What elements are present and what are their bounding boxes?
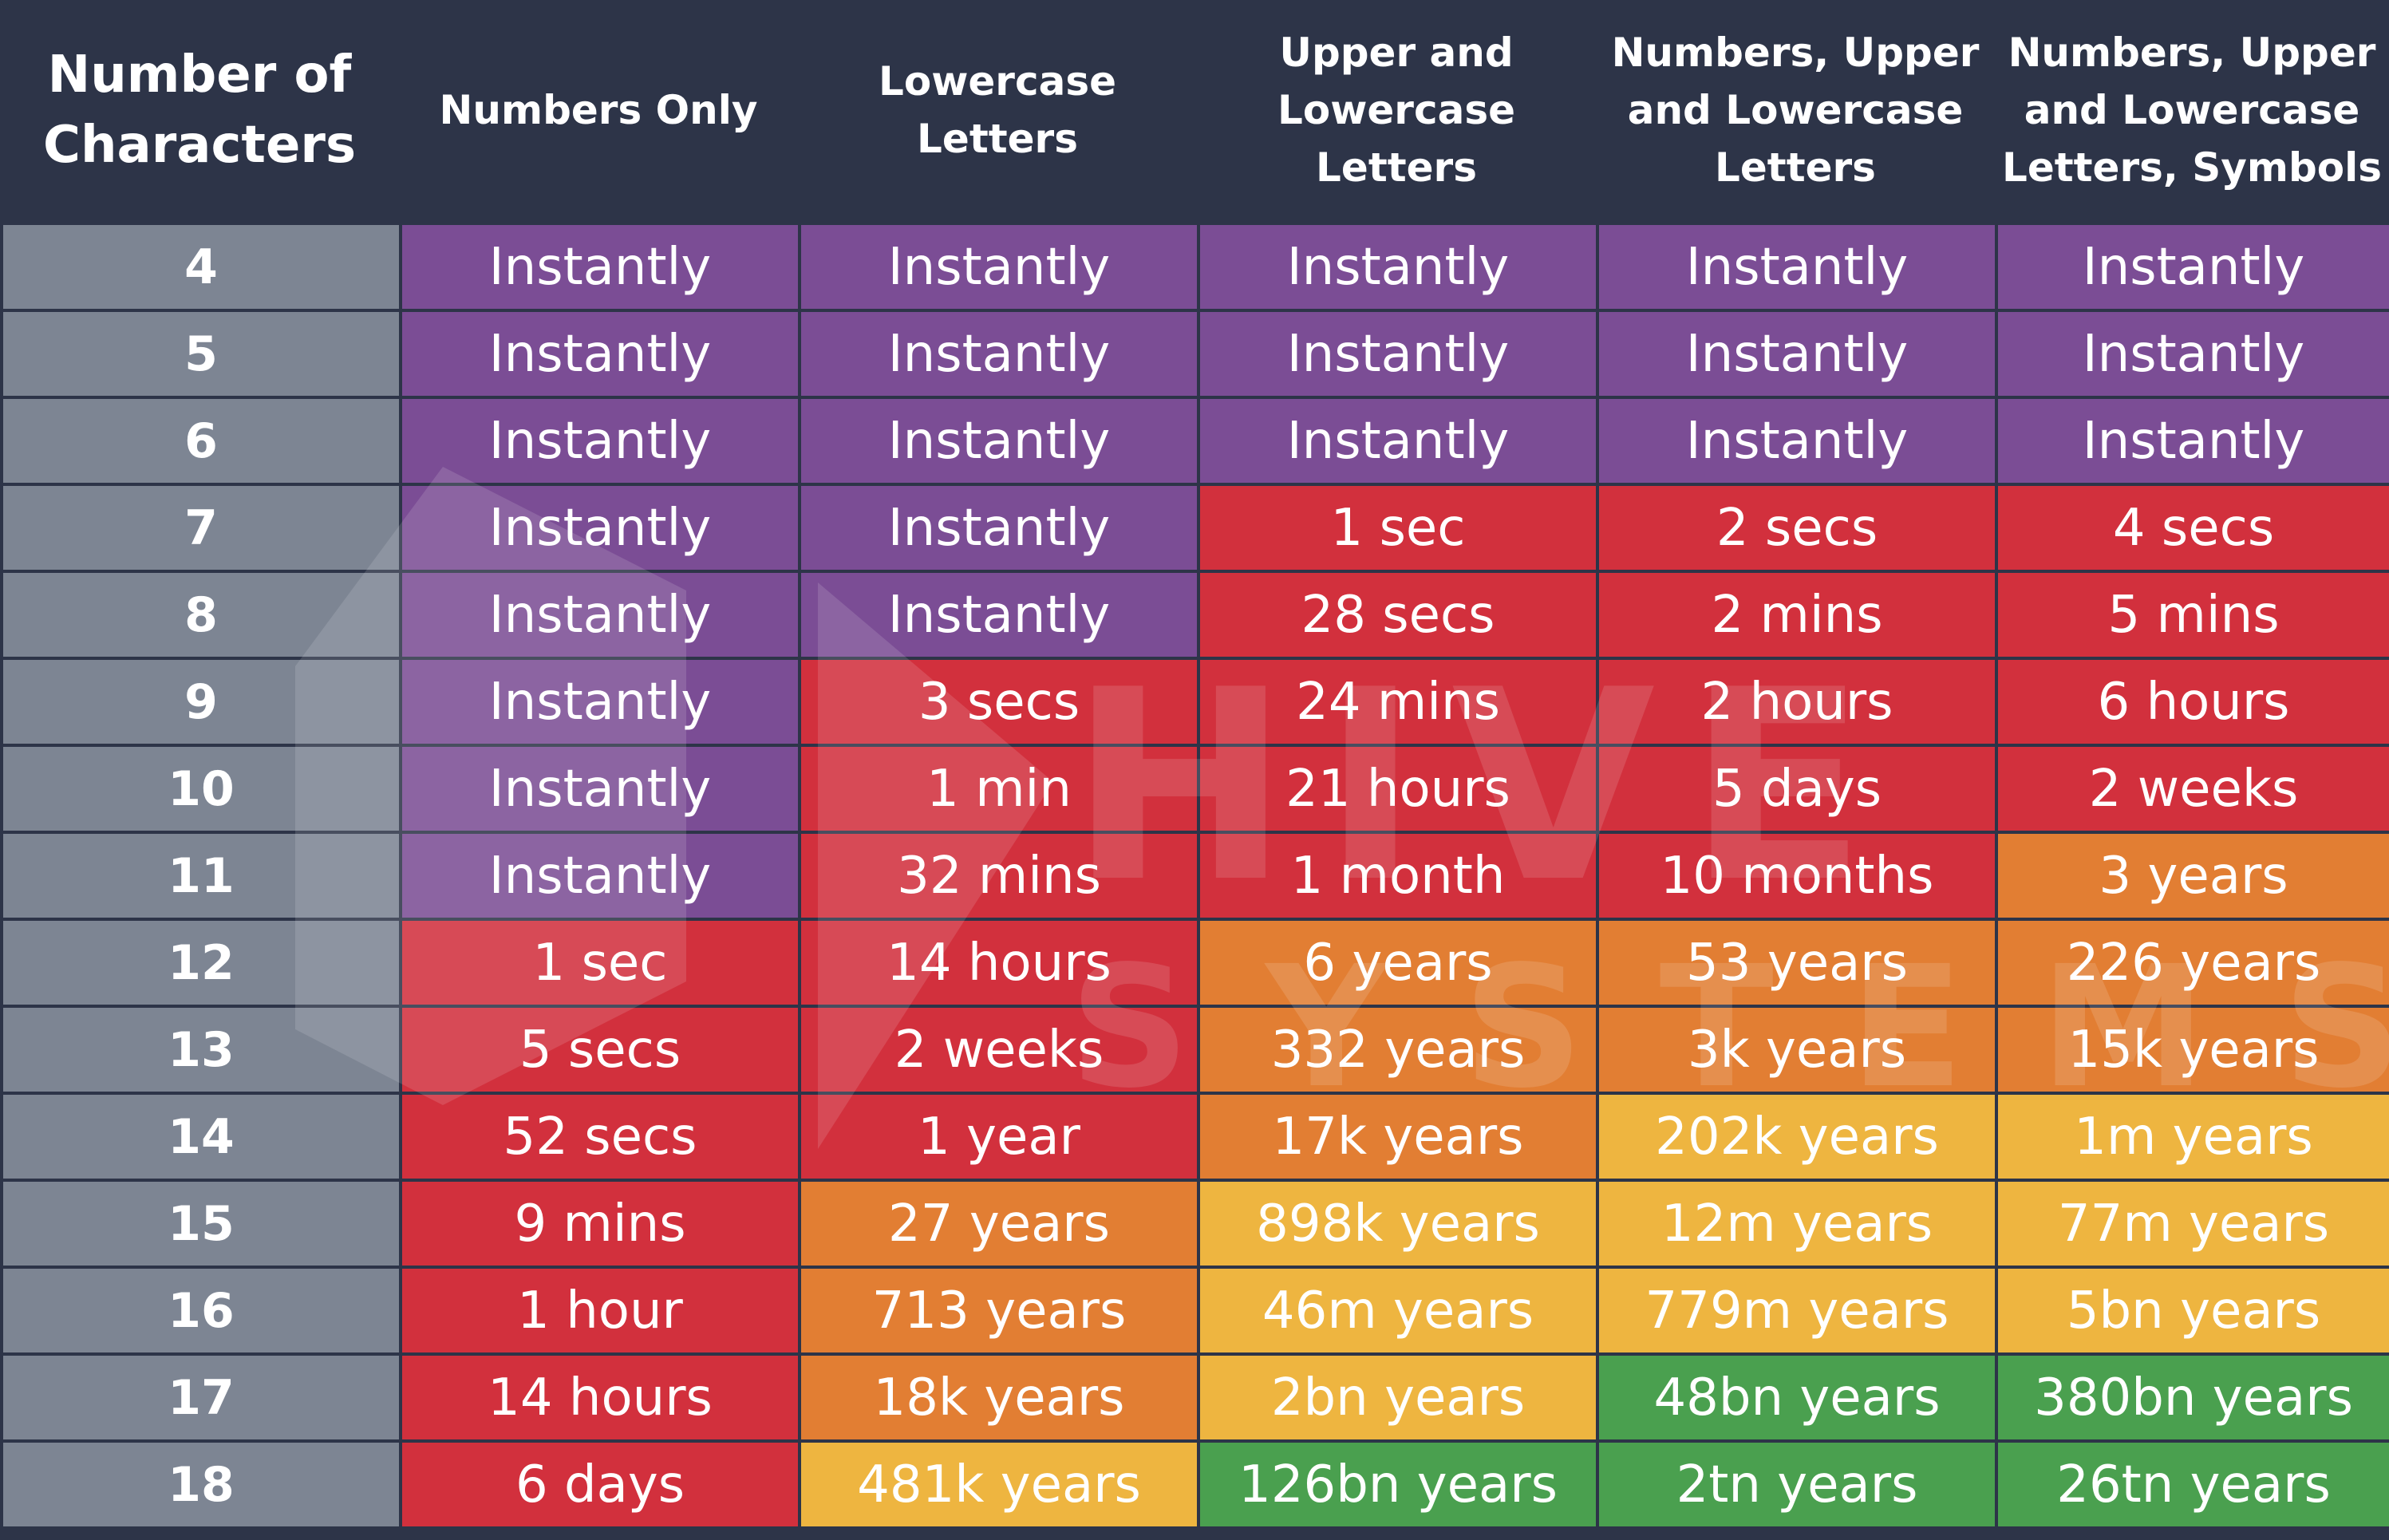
row-label-5: 5 [3,312,399,396]
crack-time-cell: 1 sec [1200,486,1596,570]
crack-time-cell: 5 days [1599,747,1995,831]
crack-time-cell: Instantly [402,747,798,831]
row-label-8: 8 [3,573,399,657]
crack-time-cell: 481k years [801,1443,1197,1526]
crack-time-cell: Instantly [402,486,798,570]
crack-time-cell: 898k years [1200,1182,1596,1266]
row-label-6: 6 [3,399,399,483]
crack-time-cell: Instantly [402,573,798,657]
crack-time-cell: 1 year [801,1095,1197,1179]
crack-time-cell: Instantly [1200,399,1596,483]
crack-time-cell: Instantly [1599,399,1995,483]
crack-time-cell: 4 secs [1998,486,2389,570]
crack-time-cell: 14 hours [801,921,1197,1005]
crack-time-cell: 15k years [1998,1008,2389,1092]
row-label-14: 14 [3,1095,399,1179]
crack-time-cell: 6 years [1200,921,1596,1005]
row-label-11: 11 [3,834,399,918]
crack-time-cell: 202k years [1599,1095,1995,1179]
crack-time-cell: 18k years [801,1356,1197,1439]
crack-time-cell: Instantly [1599,312,1995,396]
column-header-3: Upper and Lowercase Letters [1277,30,1516,191]
crack-time-cell: Instantly [402,312,798,396]
crack-time-cell: 5bn years [1998,1269,2389,1352]
row-label-16: 16 [3,1269,399,1352]
crack-time-cell: Instantly [402,834,798,918]
crack-time-cell: 77m years [1998,1182,2389,1266]
crack-time-cell: 3k years [1599,1008,1995,1092]
crack-time-cell: Instantly [1200,312,1596,396]
crack-time-cell: Instantly [801,399,1197,483]
row-label-13: 13 [3,1008,399,1092]
crack-time-cell: Instantly [801,573,1197,657]
row-label-18: 18 [3,1443,399,1526]
crack-time-cell: Instantly [1998,312,2389,396]
crack-time-cell: 14 hours [402,1356,798,1439]
crack-time-cell: 21 hours [1200,747,1596,831]
row-label-12: 12 [3,921,399,1005]
crack-time-cell: 713 years [801,1269,1197,1352]
crack-time-cell: 332 years [1200,1008,1596,1092]
crack-time-cell: Instantly [1998,399,2389,483]
crack-time-cell: 48bn years [1599,1356,1995,1439]
row-label-10: 10 [3,747,399,831]
crack-time-cell: 2 mins [1599,573,1995,657]
crack-time-cell: Instantly [402,660,798,744]
crack-time-cell: Instantly [801,486,1197,570]
row-label-17: 17 [3,1356,399,1439]
crack-time-cell: Instantly [402,225,798,309]
crack-time-cell: 6 days [402,1443,798,1526]
crack-time-cell: 27 years [801,1182,1197,1266]
crack-time-cell: Instantly [1998,225,2389,309]
crack-time-cell: 1m years [1998,1095,2389,1179]
crack-time-cell: 2 weeks [801,1008,1197,1092]
column-header-0: Number of Characters [42,45,357,175]
crack-time-cell: 5 mins [1998,573,2389,657]
crack-time-cell: 2bn years [1200,1356,1596,1439]
crack-time-cell: 46m years [1200,1269,1596,1352]
crack-time-cell: 3 years [1998,834,2389,918]
crack-time-cell: Instantly [801,225,1197,309]
crack-time-cell: 9 mins [402,1182,798,1266]
crack-time-cell: 2 hours [1599,660,1995,744]
crack-time-cell: Instantly [402,399,798,483]
row-label-7: 7 [3,486,399,570]
column-header-2: Lowercase Letters [878,58,1117,162]
crack-time-cell: 2 weeks [1998,747,2389,831]
row-label-15: 15 [3,1182,399,1266]
crack-time-cell: Instantly [1599,225,1995,309]
crack-time-cell: 28 secs [1200,573,1596,657]
crack-time-cell: 126bn years [1200,1443,1596,1526]
crack-time-cell: 52 secs [402,1095,798,1179]
crack-time-cell: 6 hours [1998,660,2389,744]
column-header-1: Numbers Only [439,87,758,133]
crack-time-cell: 1 hour [402,1269,798,1352]
crack-time-cell: Instantly [1200,225,1596,309]
crack-time-cell: Instantly [801,312,1197,396]
crack-time-cell: 10 months [1599,834,1995,918]
column-header-5: Numbers, Upper and Lowercase Letters, Sy… [2001,30,2383,191]
crack-time-cell: 24 mins [1200,660,1596,744]
crack-time-cell: 779m years [1599,1269,1995,1352]
crack-time-cell: 32 mins [801,834,1197,918]
crack-time-cell: 3 secs [801,660,1197,744]
column-header-4: Numbers, Upper and Lowercase Letters [1611,30,1980,191]
crack-time-cell: 226 years [1998,921,2389,1005]
crack-time-cell: 53 years [1599,921,1995,1005]
row-label-9: 9 [3,660,399,744]
crack-time-cell: 2 secs [1599,486,1995,570]
crack-time-cell: 1 min [801,747,1197,831]
crack-time-cell: 12m years [1599,1182,1995,1266]
crack-time-cell: 5 secs [402,1008,798,1092]
crack-time-cell: 380bn years [1998,1356,2389,1439]
crack-time-cell: 17k years [1200,1095,1596,1179]
row-label-4: 4 [3,225,399,309]
crack-time-cell: 1 sec [402,921,798,1005]
crack-time-cell: 1 month [1200,834,1596,918]
crack-time-cell: 2tn years [1599,1443,1995,1526]
crack-time-cell: 26tn years [1998,1443,2389,1526]
